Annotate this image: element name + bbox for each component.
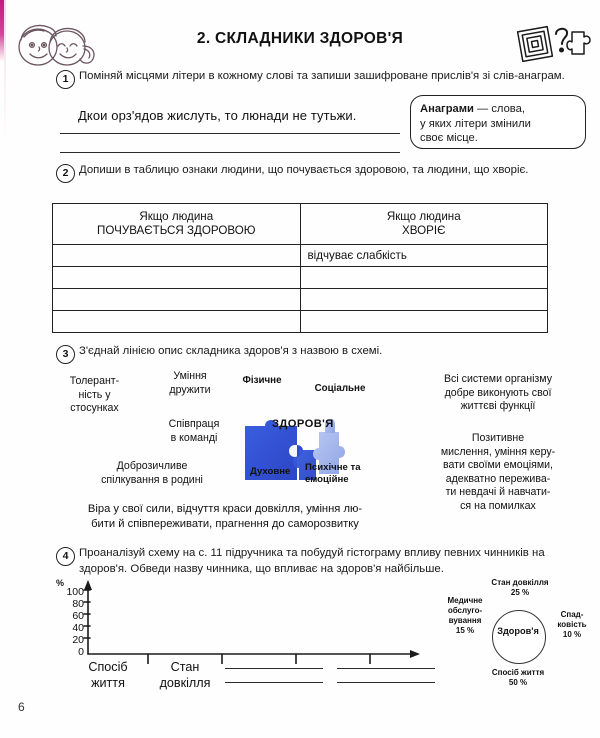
health-factors-diagram: Здоров'я Стан довкілля 25 % Медичне обсл… bbox=[440, 578, 598, 688]
factor-medical-care-l2: обслуго- bbox=[447, 606, 483, 615]
scheme-desc-friendship[interactable]: Уміння дружити bbox=[169, 370, 211, 396]
binding-strip bbox=[0, 0, 4, 62]
task-4-instruction: Проаналізуй схему на с. 11 підручника та… bbox=[79, 547, 545, 575]
x-category-2-line2: довкілля bbox=[159, 675, 211, 690]
task-number-1: 1 bbox=[56, 70, 75, 89]
header-healthy-line2: ПОЧУВАЄТЬСЯ ЗДОРОВОЮ bbox=[97, 224, 256, 237]
factor-medical-care[interactable]: Медичне обслуго- вування 15 % bbox=[440, 596, 490, 636]
header-sick-line1: Якщо людина bbox=[386, 210, 461, 223]
scheme-desc-spiritual-full[interactable]: Віра у свої сили, відчуття краси довкілл… bbox=[87, 503, 363, 530]
scheme-name-mental-emotional[interactable]: Психічне та емоційне bbox=[305, 462, 375, 486]
x-category-2[interactable]: Стан довкілля bbox=[142, 660, 228, 691]
scheme-center-title: ЗДОРОВ'Я bbox=[272, 418, 334, 430]
scheme-desc-body-systems[interactable]: Всі системи організму добре виконують св… bbox=[443, 373, 552, 412]
table-row bbox=[52, 310, 548, 333]
anagram-term-rest: — слова, bbox=[473, 103, 525, 115]
scheme-name-spiritual[interactable]: Духовне bbox=[250, 466, 291, 477]
scheme-name-physical[interactable]: Фізичне bbox=[242, 375, 282, 386]
table-row bbox=[52, 288, 548, 311]
task-number-2: 2 bbox=[56, 164, 75, 183]
scheme-desc-tolerance[interactable]: Толерант- ність у стосунках bbox=[69, 375, 120, 414]
x-category-4-line-1[interactable] bbox=[337, 668, 435, 669]
page-number: 6 bbox=[18, 700, 25, 714]
factor-medical-care-l3: вування bbox=[448, 616, 482, 625]
task-1-answer-line-1[interactable] bbox=[60, 133, 400, 134]
cell-healthy-3[interactable] bbox=[52, 288, 301, 311]
table-row: відчуває слабкість bbox=[52, 244, 548, 267]
x-category-3-line-2[interactable] bbox=[225, 682, 323, 683]
header-sick-line2: ХВОРІЄ bbox=[402, 224, 446, 237]
x-category-4-line-2[interactable] bbox=[337, 682, 435, 683]
x-category-3-blank[interactable] bbox=[225, 668, 323, 696]
x-category-1-line2: життя bbox=[91, 675, 125, 690]
cell-healthy-1[interactable] bbox=[52, 244, 301, 267]
x-category-3-line-1[interactable] bbox=[225, 668, 323, 669]
table-header-healthy: Якщо людина ПОЧУВАЄТЬСЯ ЗДОРОВОЮ bbox=[52, 203, 301, 245]
two-kids-faces-icon bbox=[18, 24, 95, 66]
y-tick-80: 80 bbox=[72, 598, 84, 610]
factor-lifestyle-pct: 50 % bbox=[508, 678, 528, 687]
y-tick-0: 0 bbox=[78, 646, 84, 658]
task-number-3: 3 bbox=[56, 345, 75, 364]
factor-heredity[interactable]: Спад- ковість 10 % bbox=[548, 610, 596, 640]
header-healthy-line1: Якщо людина bbox=[139, 210, 214, 223]
scheme-name-social[interactable]: Соціальне bbox=[314, 383, 366, 394]
y-axis-unit-label: % bbox=[56, 578, 65, 588]
page-title: 2. СКЛАДНИКИ ЗДОРОВ'Я bbox=[196, 30, 404, 47]
task-2-instruction: Допиши в таблицю ознаки людини, що почув… bbox=[79, 164, 529, 176]
y-tick-20: 20 bbox=[72, 634, 84, 646]
binding-strip-fade bbox=[4, 0, 6, 150]
y-tick-60: 60 bbox=[72, 610, 84, 622]
cell-healthy-4[interactable] bbox=[52, 310, 301, 333]
factor-medical-care-pct: 15 % bbox=[455, 626, 475, 635]
factor-medical-care-l1: Медичне bbox=[447, 596, 483, 605]
anagram-definition-callout: Анаграми — слова, у яких літери змінили … bbox=[410, 95, 586, 149]
cell-sick-2[interactable] bbox=[299, 266, 548, 289]
maze-question-puzzle-icon bbox=[516, 25, 591, 63]
cell-sick-1[interactable]: відчуває слабкість bbox=[299, 244, 548, 267]
x-category-2-line1: Стан bbox=[170, 660, 200, 674]
factor-lifestyle-name: Спосіб життя bbox=[491, 668, 545, 677]
histogram-axes bbox=[83, 580, 420, 664]
x-category-4-blank[interactable] bbox=[337, 668, 435, 696]
task-1-answer-line-2[interactable] bbox=[60, 152, 400, 153]
cell-healthy-2[interactable] bbox=[52, 266, 301, 289]
table-header-sick: Якщо людина ХВОРІЄ bbox=[299, 203, 548, 245]
scheme-desc-positive-thinking[interactable]: Позитивне мислення, уміння керу- вати св… bbox=[440, 432, 556, 512]
cell-sick-4[interactable] bbox=[299, 310, 548, 333]
anagram-term: Анаграми bbox=[420, 103, 474, 115]
scheme-desc-family-communication[interactable]: Доброзичливе спілкування в родині bbox=[101, 460, 203, 486]
table-header-row: Якщо людина ПОЧУВАЄТЬСЯ ЗДОРОВОЮ Якщо лю… bbox=[52, 203, 548, 245]
page-header: 2. СКЛАДНИКИ ЗДОРОВ'Я bbox=[0, 8, 600, 68]
scheme-name-mental-emotional-text: Психічне та емоційне bbox=[305, 462, 361, 485]
table-row bbox=[52, 266, 548, 289]
cell-sick-3[interactable] bbox=[299, 288, 548, 311]
factor-environment-name: Стан довкілля bbox=[491, 578, 549, 587]
anagram-def-line-3: своє місце. bbox=[420, 132, 478, 144]
diagram-center-label: Здоров'я bbox=[497, 626, 539, 636]
task-1-instruction: Поміняй місцями літери в кожному слові т… bbox=[79, 70, 565, 82]
scheme-desc-teamwork[interactable]: Співпраця в команді bbox=[168, 418, 220, 444]
anagram-def-line-2: у яких літери змінили bbox=[420, 117, 531, 130]
factor-heredity-l1: Спад- bbox=[560, 610, 584, 619]
factor-heredity-pct: 10 % bbox=[562, 630, 582, 639]
health-puzzle-graphic bbox=[245, 418, 345, 480]
factor-heredity-l2: ковість bbox=[557, 620, 587, 629]
x-category-1[interactable]: Спосіб життя bbox=[68, 660, 148, 691]
factor-environment-pct: 25 % bbox=[510, 588, 530, 597]
diagram-circle bbox=[492, 610, 546, 664]
health-signs-table: Якщо людина ПОЧУВАЄТЬСЯ ЗДОРОВОЮ Якщо лю… bbox=[52, 203, 548, 333]
y-tick-40: 40 bbox=[72, 622, 84, 634]
x-category-1-line1: Спосіб bbox=[88, 660, 128, 674]
task-1-anagram-phrase: Дкои орз'ядов жислуть, то люнади не туть… bbox=[78, 108, 357, 123]
factor-environment[interactable]: Стан довкілля 25 % bbox=[480, 578, 560, 598]
task-number-4: 4 bbox=[56, 547, 75, 566]
y-tick-100: 100 bbox=[66, 586, 84, 598]
task-3-instruction: З'єднай лінією опис складника здоров'я з… bbox=[79, 345, 383, 357]
factor-lifestyle[interactable]: Спосіб життя 50 % bbox=[478, 668, 558, 688]
